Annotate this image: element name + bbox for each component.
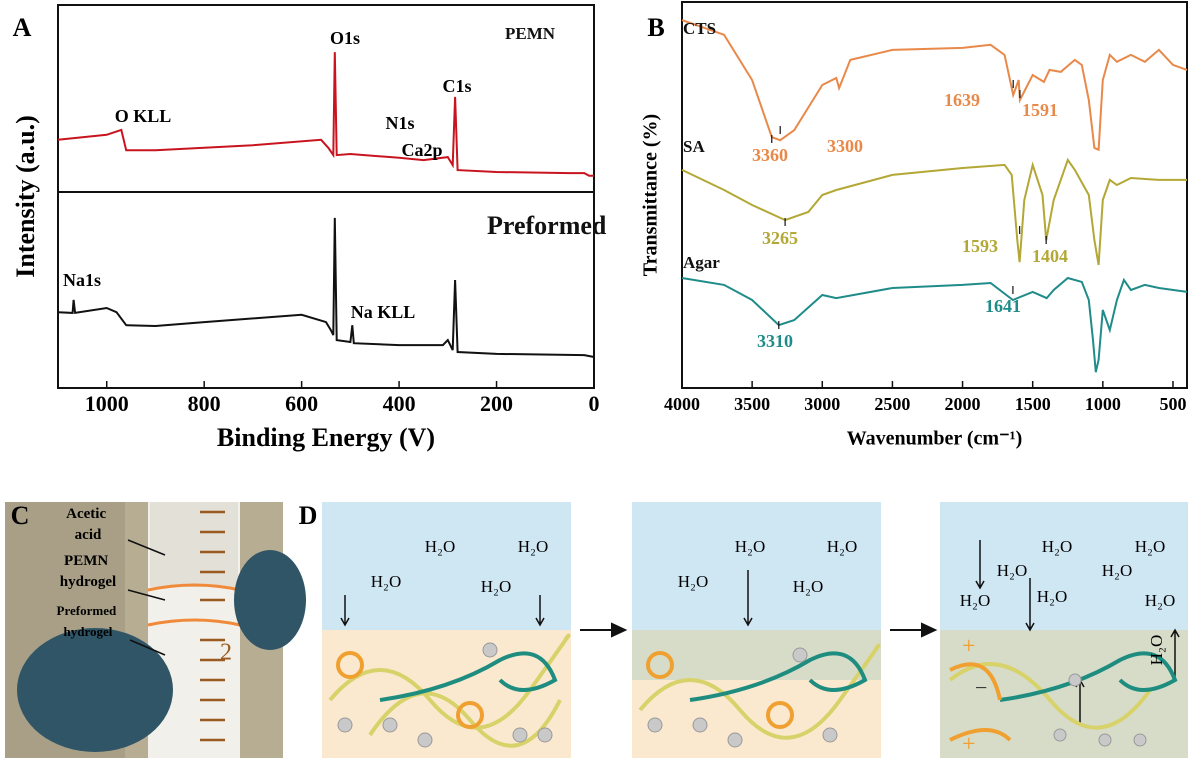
x-tick-label: 400 <box>383 391 416 416</box>
water-label: H₂O <box>827 537 857 556</box>
particles <box>337 642 1147 748</box>
series-name: SA <box>683 137 705 156</box>
water-label: H₂O <box>1042 537 1072 556</box>
water-label: H₂O <box>960 591 990 610</box>
peak-label: 3310 <box>757 331 793 351</box>
x-tick-label: 500 <box>1159 394 1186 414</box>
layer-label: Acetic acid <box>66 506 110 543</box>
x-tick-label: 2500 <box>874 394 910 414</box>
water-label: H₂O <box>735 537 765 556</box>
water-region <box>632 502 881 630</box>
plot-frame <box>681 1 1188 389</box>
plot-frame <box>57 4 595 389</box>
x-tick-label: 800 <box>188 391 221 416</box>
tube-mark: 2 <box>220 640 232 666</box>
peak-annotation: O KLL <box>115 106 172 126</box>
polymer-chains <box>328 633 1178 748</box>
x-tick-label: 200 <box>480 391 513 416</box>
photo: 2 <box>5 502 306 758</box>
x-tick-label: 4000 <box>664 394 700 414</box>
series-name: PEMN <box>505 24 556 43</box>
peak-label: 1591 <box>1022 100 1058 120</box>
water-label: H₂O <box>371 572 401 591</box>
process-arrows <box>580 622 938 638</box>
layer-lines <box>147 583 241 627</box>
spectrum-line <box>681 276 1188 373</box>
x-tick-label: 1500 <box>1015 394 1051 414</box>
x-tick-label: 3500 <box>734 394 770 414</box>
peak-annotation: O1s <box>330 28 360 48</box>
panel-label: C <box>11 501 30 530</box>
series-name: Agar <box>683 253 720 272</box>
x-tick-label: 0 <box>589 391 600 416</box>
x-tick-label: 600 <box>285 391 318 416</box>
peak-annotation: N1s <box>385 113 414 133</box>
spectrum-line <box>681 19 1188 152</box>
x-tick-label: 3000 <box>804 394 840 414</box>
acid-layer <box>150 502 238 587</box>
clamp-right <box>234 550 306 650</box>
series-name: Preformed <box>487 211 607 240</box>
peak-label: 1593 <box>962 236 998 256</box>
peak-annotation: Ca2p <box>401 140 442 160</box>
x-tick-label: 2000 <box>945 394 981 414</box>
water-label: H₂O <box>997 561 1027 580</box>
water-label: H₂O <box>1147 635 1166 665</box>
spectrum-line <box>57 217 595 358</box>
peak-label: 1641 <box>985 296 1021 316</box>
peak-label: 3265 <box>762 228 798 248</box>
water-label: H₂O <box>793 577 823 596</box>
water-label: H₂O <box>678 572 708 591</box>
water-label: H₂O <box>1102 561 1132 580</box>
signs: + + − <box>962 634 987 758</box>
diffusion-arrows <box>340 540 1180 725</box>
panel-label: D <box>299 501 318 530</box>
spectrum-line <box>57 52 594 177</box>
sign: − <box>975 675 987 700</box>
layer-label: Preformed hydrogel <box>57 603 120 639</box>
peak-annotation: Na KLL <box>351 302 416 322</box>
peak-label: 3300 <box>827 136 863 156</box>
water-label: H₂O <box>1145 591 1175 610</box>
x-tick-label: 1000 <box>85 391 129 416</box>
diagram: + + − <box>322 502 1188 758</box>
layer-label: PEMN hydrogel <box>60 553 116 590</box>
peak-label: 1639 <box>944 90 980 110</box>
series-name: CTS <box>683 19 716 38</box>
water-label: H₂O <box>1135 537 1165 556</box>
x-tick-label: 1000 <box>1085 394 1121 414</box>
water-label: H₂O <box>1037 587 1067 606</box>
water-label: H₂O <box>518 537 548 556</box>
y-axis-label: Transmittance (%) <box>640 114 662 276</box>
peak-annotation: Na1s <box>63 270 101 290</box>
water-label: H₂O <box>425 537 455 556</box>
tube-scale <box>200 510 225 742</box>
peak-annotation: C1s <box>442 76 471 96</box>
panel-label: A <box>13 13 32 42</box>
x-axis-label: Wavenumber (cm⁻¹) <box>847 428 1023 450</box>
spectrum-line <box>681 157 1187 266</box>
peak-label: 1404 <box>1032 246 1068 266</box>
water-label: H₂O <box>481 577 511 596</box>
x-axis-label: Binding Energy (V) <box>217 423 435 452</box>
water-region <box>940 502 1188 630</box>
sign: + <box>962 732 976 758</box>
water-region <box>322 502 571 630</box>
y-axis-label: Intensity (a.u.) <box>11 115 40 278</box>
clamp-left <box>17 628 173 752</box>
gel-region <box>632 680 881 758</box>
panel-label: B <box>647 13 664 42</box>
pointer-lines <box>127 539 166 656</box>
peak-label: 3360 <box>752 145 788 165</box>
sign: + <box>962 634 976 660</box>
